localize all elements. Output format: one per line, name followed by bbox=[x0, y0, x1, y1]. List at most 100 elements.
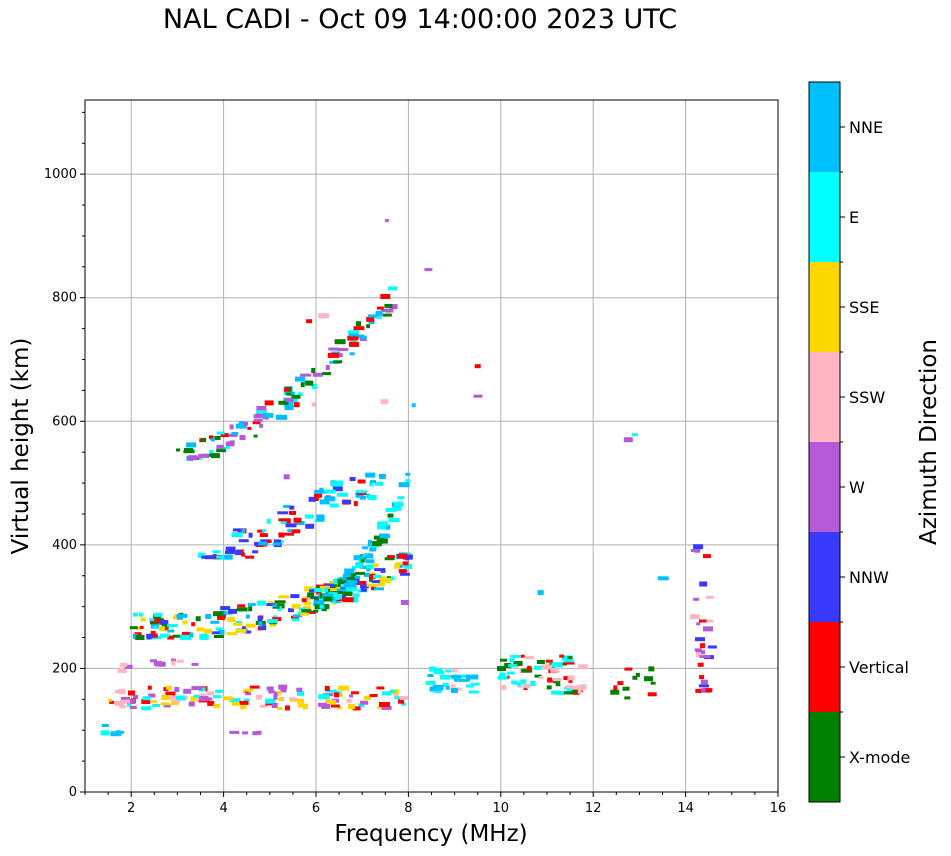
echo-point bbox=[558, 691, 564, 695]
echo-point bbox=[270, 622, 276, 627]
echo-point bbox=[371, 541, 382, 547]
echo-point bbox=[153, 612, 163, 617]
echo-point bbox=[207, 697, 213, 701]
echo-point bbox=[375, 310, 383, 316]
echo-point bbox=[245, 555, 255, 559]
echo-point bbox=[565, 685, 574, 689]
echo-point bbox=[119, 705, 127, 709]
echo-point bbox=[303, 601, 312, 606]
echo-point bbox=[225, 546, 236, 552]
echo-point bbox=[454, 677, 459, 682]
echo-point bbox=[358, 703, 365, 708]
echo-point bbox=[222, 696, 233, 701]
echo-point bbox=[226, 445, 230, 449]
echo-point bbox=[367, 495, 377, 500]
echo-point bbox=[547, 677, 553, 683]
echo-point bbox=[248, 532, 253, 538]
echo-point bbox=[381, 705, 392, 710]
echo-point bbox=[339, 577, 347, 581]
echo-point bbox=[388, 518, 400, 523]
echo-point bbox=[321, 608, 327, 612]
echo-point bbox=[541, 664, 553, 670]
echo-point bbox=[523, 687, 528, 691]
echo-point bbox=[537, 590, 544, 596]
echo-point bbox=[293, 614, 303, 618]
echo-point bbox=[191, 686, 203, 691]
echo-point bbox=[229, 424, 234, 430]
echo-point bbox=[256, 694, 262, 700]
echo-point bbox=[150, 618, 161, 623]
echo-point bbox=[288, 608, 294, 613]
echo-point bbox=[152, 704, 161, 707]
echo-point bbox=[324, 496, 333, 501]
echo-point bbox=[702, 554, 711, 559]
echo-point bbox=[244, 421, 248, 426]
echo-point bbox=[329, 503, 339, 508]
echo-point bbox=[266, 540, 272, 544]
echo-point bbox=[647, 692, 657, 697]
echo-point bbox=[245, 623, 256, 628]
echo-point bbox=[545, 659, 553, 663]
echo-point bbox=[440, 674, 450, 680]
x-axis-label: Frequency (MHz) bbox=[334, 821, 527, 847]
echo-point bbox=[280, 520, 287, 525]
echo-point bbox=[402, 561, 409, 566]
echo-point bbox=[497, 675, 508, 680]
echo-point bbox=[650, 681, 656, 685]
echo-point bbox=[349, 477, 356, 481]
echo-point bbox=[384, 219, 389, 223]
echo-point bbox=[380, 309, 386, 312]
echo-point bbox=[312, 372, 323, 377]
echo-point bbox=[393, 693, 399, 698]
echo-point bbox=[228, 608, 237, 614]
echo-point bbox=[149, 659, 157, 663]
echo-point bbox=[277, 690, 282, 695]
echo-point bbox=[311, 384, 317, 390]
echo-point bbox=[550, 667, 560, 673]
echo-point bbox=[166, 685, 172, 690]
echo-point bbox=[706, 619, 714, 623]
echo-point bbox=[213, 695, 222, 699]
echo-point bbox=[146, 635, 152, 640]
echo-point bbox=[206, 691, 215, 696]
echo-point bbox=[142, 696, 151, 701]
echo-point bbox=[385, 308, 394, 313]
echo-point bbox=[209, 449, 214, 455]
echo-point bbox=[259, 704, 268, 708]
echo-point bbox=[140, 617, 146, 622]
echo-point bbox=[333, 360, 343, 364]
echo-point bbox=[129, 626, 138, 630]
echo-point bbox=[327, 352, 339, 358]
echo-point bbox=[205, 613, 212, 619]
echo-point bbox=[365, 559, 375, 564]
echo-point bbox=[375, 481, 383, 486]
echo-point bbox=[132, 612, 138, 617]
echo-point bbox=[176, 614, 183, 620]
echo-point bbox=[316, 517, 325, 522]
echo-point bbox=[707, 645, 717, 649]
echo-point bbox=[694, 648, 702, 652]
echo-point bbox=[241, 552, 246, 557]
echo-point bbox=[210, 453, 220, 459]
echo-point bbox=[398, 564, 403, 568]
echo-point bbox=[689, 614, 700, 620]
echo-point bbox=[345, 587, 357, 592]
echo-point bbox=[289, 510, 296, 515]
echo-point bbox=[369, 547, 377, 552]
echo-point bbox=[121, 696, 130, 702]
echo-point bbox=[286, 392, 292, 396]
echo-point bbox=[274, 600, 286, 604]
echo-point bbox=[349, 694, 354, 698]
echo-point bbox=[470, 682, 480, 686]
echo-point bbox=[382, 313, 392, 317]
echo-point bbox=[239, 700, 249, 705]
echo-point bbox=[377, 581, 385, 587]
echo-point bbox=[216, 431, 225, 435]
echo-point bbox=[398, 698, 405, 704]
echo-point bbox=[360, 559, 365, 563]
echo-point bbox=[329, 580, 336, 584]
echo-point bbox=[167, 624, 179, 628]
echo-point bbox=[349, 352, 355, 356]
echo-point bbox=[168, 695, 176, 700]
echo-point bbox=[285, 523, 297, 528]
